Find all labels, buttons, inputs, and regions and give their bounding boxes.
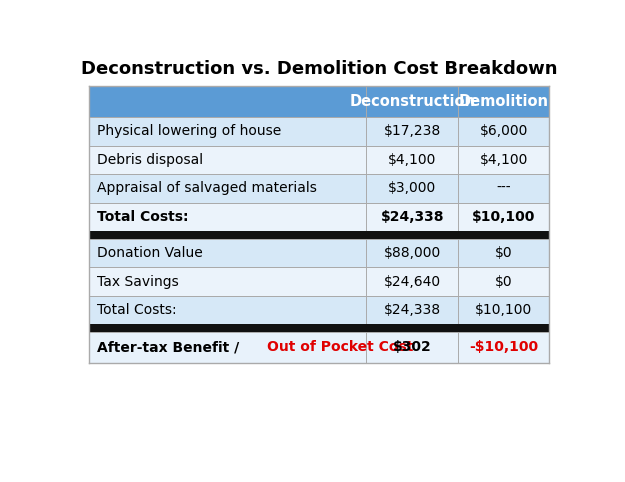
Text: Demolition: Demolition (459, 94, 549, 109)
Bar (89, 86, 549, 117)
Bar (89, 117, 549, 146)
Text: Deconstruction: Deconstruction (349, 94, 475, 109)
Bar (89, 332, 549, 363)
Text: $24,640: $24,640 (384, 275, 441, 289)
Bar (89, 202, 549, 231)
Text: Appraisal of salvaged materials: Appraisal of salvaged materials (97, 181, 317, 195)
Text: $0: $0 (495, 275, 512, 289)
Text: Out of Pocket Cost: Out of Pocket Cost (267, 340, 414, 354)
Text: Donation Value: Donation Value (97, 246, 202, 260)
Bar (89, 268, 549, 296)
Text: $24,338: $24,338 (381, 210, 444, 224)
Bar (89, 296, 549, 324)
Text: Tax Savings: Tax Savings (97, 275, 179, 289)
Text: $17,238: $17,238 (384, 124, 441, 138)
Text: Physical lowering of house: Physical lowering of house (97, 124, 281, 138)
Bar (89, 174, 549, 202)
Text: $302: $302 (392, 340, 431, 354)
Text: $10,100: $10,100 (475, 303, 532, 317)
Text: $4,100: $4,100 (388, 153, 436, 167)
Text: ---: --- (496, 181, 511, 195)
Text: After-tax Benefit /: After-tax Benefit / (97, 340, 244, 354)
Text: Deconstruction vs. Demolition Cost Breakdown: Deconstruction vs. Demolition Cost Break… (81, 60, 558, 78)
Text: $6,000: $6,000 (479, 124, 528, 138)
Text: Debris disposal: Debris disposal (97, 153, 203, 167)
Text: -$10,100: -$10,100 (469, 340, 538, 354)
Text: Total Costs:: Total Costs: (97, 210, 188, 224)
Text: $3,000: $3,000 (388, 181, 436, 195)
Text: $4,100: $4,100 (479, 153, 528, 167)
Text: $88,000: $88,000 (384, 246, 441, 260)
Text: $24,338: $24,338 (384, 303, 441, 317)
Text: Total Costs:: Total Costs: (97, 303, 176, 317)
Text: $10,100: $10,100 (472, 210, 535, 224)
Bar (89, 324, 549, 332)
Text: $0: $0 (495, 246, 512, 260)
Bar (89, 231, 549, 239)
Bar (89, 239, 549, 268)
Bar (89, 146, 549, 174)
